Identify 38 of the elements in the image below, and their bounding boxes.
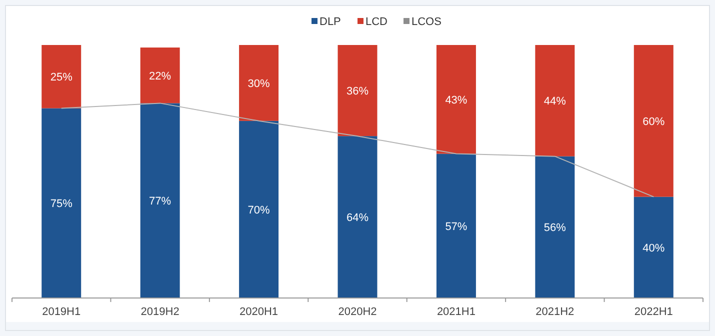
x-tick-label: 2021H2 <box>536 306 574 318</box>
data-label: 56% <box>544 222 566 234</box>
bar <box>42 108 82 298</box>
bar <box>535 45 575 156</box>
legend-label: DLP <box>320 16 341 28</box>
legend-label: LCOS <box>412 16 442 28</box>
data-label: 57% <box>445 220 468 233</box>
bar <box>338 45 378 136</box>
bar <box>239 120 279 298</box>
bar <box>239 45 279 121</box>
bar <box>634 196 674 298</box>
data-label: 77% <box>149 196 172 208</box>
bar <box>436 154 476 298</box>
bar <box>436 45 476 154</box>
bar <box>140 48 180 104</box>
data-label: 64% <box>346 212 369 224</box>
bar <box>42 45 82 108</box>
x-tick-label: 2020H2 <box>338 306 377 318</box>
data-label: 25% <box>50 72 73 84</box>
data-label: 44% <box>544 96 566 108</box>
data-label: 36% <box>346 86 369 98</box>
data-label: 40% <box>642 242 665 254</box>
bar <box>634 45 674 197</box>
data-label: 30% <box>248 78 270 90</box>
x-tick-label: 2021H1 <box>436 306 476 318</box>
data-label: 60% <box>642 116 665 128</box>
x-tick-label: 2019H1 <box>42 306 81 318</box>
x-tick-label: 2022H1 <box>634 306 673 318</box>
data-label: 22% <box>149 70 172 82</box>
data-label: 43% <box>445 94 468 106</box>
bar <box>535 156 575 298</box>
bar <box>338 136 378 298</box>
data-label: 75% <box>50 198 73 210</box>
legend-label: LCD <box>366 16 388 28</box>
data-label: 70% <box>248 204 270 216</box>
x-tick-label: 2019H2 <box>140 306 180 318</box>
bar <box>140 103 180 298</box>
x-tick-label: 2020H1 <box>240 306 278 318</box>
